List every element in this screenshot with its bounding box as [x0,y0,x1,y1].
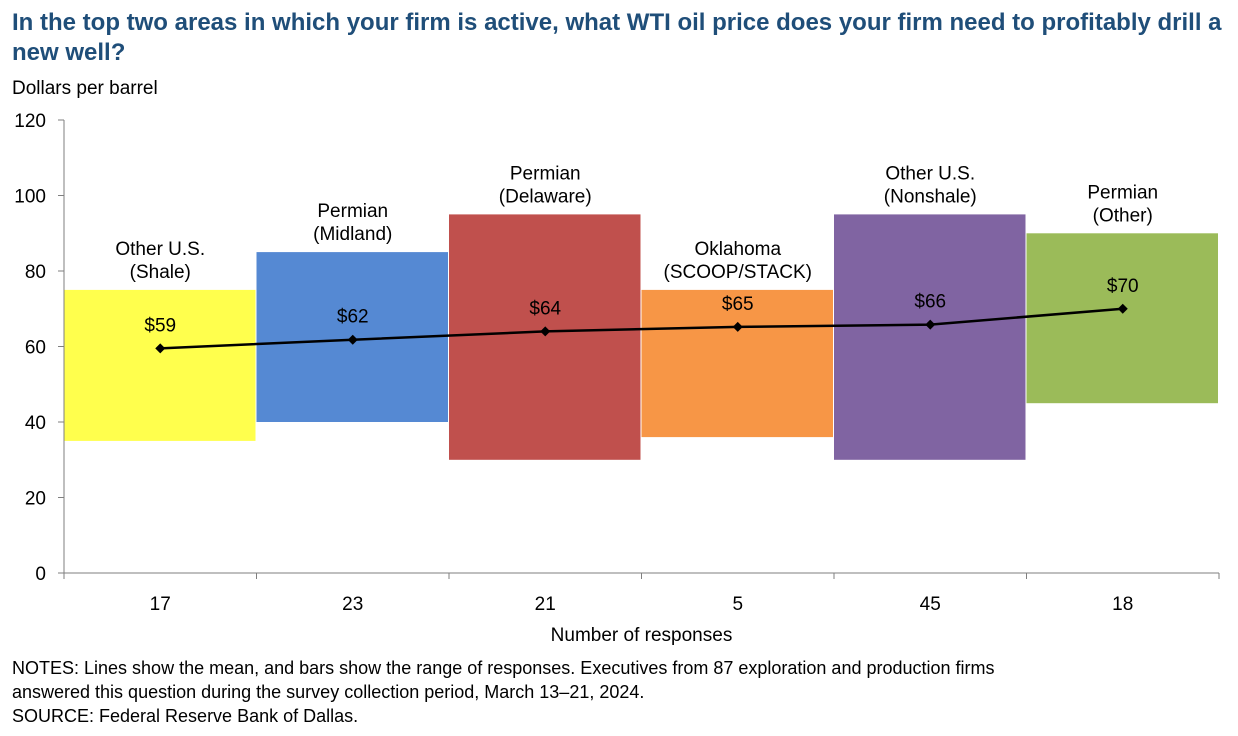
y-tick-label: 100 [14,187,46,208]
x-tick-label: 18 [1112,594,1133,615]
mean-marker [732,321,743,332]
mean-marker [347,334,358,345]
data-label: $59 [144,315,176,336]
chart-notes: NOTES: Lines show the mean, and bars sho… [12,656,1222,728]
category-label: Oklahoma [694,239,781,260]
x-tick-label: 5 [732,594,743,615]
mean-marker [1117,303,1128,314]
y-tick-label: 120 [14,111,46,132]
mean-marker [925,319,936,330]
range-bar [834,214,1026,460]
category-label: Permian [510,163,581,184]
range-bar [449,214,641,460]
mean-line [160,307,1123,350]
chart-title: In the top two areas in which your firm … [12,9,1222,66]
category-label: (Other) [1093,205,1153,226]
chart-area: 0 20 40 60 80 100 120 17 23 21 5 45 18 Number of resp… [14,111,1220,646]
category-label: (Shale) [130,262,191,283]
category-label: (SCOOP/STACK) [664,262,813,283]
category-label: Permian [317,201,388,222]
x-tick-label: 21 [535,594,556,615]
category-label: (Nonshale) [884,186,977,207]
y-axis-label: Dollars per barrel [12,78,158,99]
x-tick-label: 45 [920,594,941,615]
category-label: Other U.S. [885,163,975,184]
data-label: $62 [337,307,369,328]
y-tick-label: 60 [25,338,46,359]
category-label: Other U.S. [115,239,205,260]
data-label: $70 [1107,276,1139,297]
category-label: Permian [1087,182,1158,203]
y-tick-label: 40 [25,413,46,434]
mean-marker [155,343,166,354]
y-tick-label: 80 [25,262,46,283]
x-tick-label: 23 [342,594,363,615]
category-label: (Delaware) [499,186,592,207]
mean-marker [540,326,551,337]
x-axis-label: Number of responses [551,625,733,646]
y-tick-label: 20 [25,489,46,510]
data-label: $65 [722,294,754,315]
x-tick-label: 17 [150,594,171,615]
source-line: SOURCE: Federal Reserve Bank of Dallas. [12,706,359,726]
category-label: (Midland) [313,224,392,245]
range-bar [64,289,256,441]
range-bar [641,289,833,438]
notes-line-1: NOTES: Lines show the mean, and bars sho… [12,658,995,678]
range-bar [1026,233,1218,404]
data-label: $66 [914,292,946,313]
data-label: $64 [529,298,561,319]
notes-line-2: answered this question during the survey… [12,682,645,702]
y-tick-label: 0 [35,564,46,585]
